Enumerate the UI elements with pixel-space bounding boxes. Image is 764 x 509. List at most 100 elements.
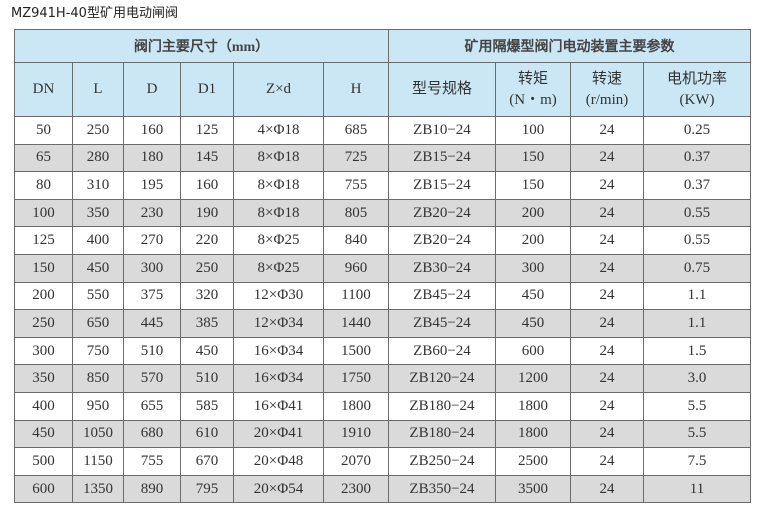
- table-cell: 1.5: [643, 336, 751, 366]
- table-row: 300 750 510 450 16×Φ34 1500 ZB60−24 600 24 1.5: [14, 336, 751, 366]
- table-cell: 8×Φ25: [233, 226, 324, 255]
- table-cell: 2070: [323, 447, 389, 476]
- table-cell: 8×Φ18: [233, 143, 324, 173]
- table-row: 65 280 180 145 8×Φ18 725 ZB15−24 150 24 0.37: [14, 143, 751, 173]
- table-cell: 200: [14, 281, 73, 311]
- column-label: DN: [32, 81, 55, 97]
- table-cell: 16×Φ41: [233, 391, 324, 421]
- table-cell: 300: [495, 253, 571, 283]
- table-cell: 1.1: [643, 281, 751, 311]
- table-cell: ZB45−24: [388, 281, 496, 311]
- table-cell: 24: [570, 419, 644, 449]
- table-cell: ZB20−24: [388, 226, 496, 255]
- table-cell: 585: [180, 391, 234, 421]
- table-cell: 11: [643, 474, 751, 504]
- table-row: 100 350 230 190 8×Φ18 805 ZB20−24 200 24 0.55: [14, 198, 751, 228]
- table-cell: 570: [123, 364, 181, 393]
- table-cell: 220: [180, 226, 234, 255]
- table-cell: 3500: [495, 474, 571, 504]
- column-header: 电机功率 (KW): [643, 62, 751, 117]
- table-cell: 600: [14, 474, 73, 504]
- table-cell: 450: [180, 336, 234, 366]
- table-cell: 655: [123, 391, 181, 421]
- table-cell: 20×Φ41: [233, 419, 324, 449]
- table-cell: 190: [180, 198, 234, 228]
- table-cell: 1750: [323, 364, 389, 393]
- table-cell: ZB180−24: [388, 391, 496, 421]
- table-cell: 20×Φ54: [233, 474, 324, 504]
- table-cell: ZB15−24: [388, 143, 496, 173]
- table-cell: 24: [570, 309, 644, 338]
- table-cell: ZB20−24: [388, 198, 496, 228]
- table-cell: 8×Φ18: [233, 198, 324, 228]
- table-cell: 150: [495, 171, 571, 200]
- table-cell: 200: [495, 198, 571, 228]
- table-cell: 4×Φ18: [233, 116, 324, 145]
- column-header: D1: [180, 62, 234, 117]
- table-cell: 1.1: [643, 309, 751, 338]
- table-cell: 1350: [72, 474, 124, 504]
- table-cell: 680: [123, 419, 181, 449]
- table-cell: 350: [72, 198, 124, 228]
- table-cell: 610: [180, 419, 234, 449]
- table-cell: 24: [570, 474, 644, 504]
- table-cell: 755: [123, 447, 181, 476]
- table-row: 250 650 445 385 12×Φ34 1440 ZB45−24 450 24 1.1: [14, 309, 751, 338]
- column-label: 电机功率: [666, 70, 727, 87]
- table-cell: 400: [14, 391, 73, 421]
- table-row: 200 550 375 320 12×Φ30 1100 ZB45−24 450 24 1.1: [14, 281, 751, 311]
- table-cell: 2500: [495, 447, 571, 476]
- table-cell: 2300: [323, 474, 389, 504]
- table-cell: ZB350−24: [388, 474, 496, 504]
- table-cell: 350: [14, 364, 73, 393]
- table-cell: 270: [123, 226, 181, 255]
- table-cell: 3.0: [643, 364, 751, 393]
- table-cell: 300: [123, 253, 181, 283]
- table-cell: 510: [123, 336, 181, 366]
- table-cell: 450: [495, 309, 571, 338]
- table-row: 50 250 160 125 4×Φ18 685 ZB10−24 100 24 0.25: [14, 116, 751, 145]
- table-cell: 500: [14, 447, 73, 476]
- table-cell: 250: [180, 253, 234, 283]
- group-header-actuator-params: 矿用隔爆型阀门电动装置主要参数: [388, 29, 751, 63]
- table-cell: 725: [323, 143, 389, 173]
- table-cell: 7.5: [643, 447, 751, 476]
- table-cell: 0.75: [643, 253, 751, 283]
- table-cell: 1800: [323, 391, 389, 421]
- table-cell: 385: [180, 309, 234, 338]
- table-cell: 600: [495, 336, 571, 366]
- table-cell: 24: [570, 281, 644, 311]
- table-cell: 145: [180, 143, 234, 173]
- table-cell: 12×Φ34: [233, 309, 324, 338]
- table-cell: 0.37: [643, 143, 751, 173]
- table-row: 150 450 300 250 8×Φ25 960 ZB30−24 300 24 0.75: [14, 253, 751, 283]
- table-cell: 160: [123, 116, 181, 145]
- table-cell: ZB30−24: [388, 253, 496, 283]
- table-cell: 1100: [323, 281, 389, 311]
- table-cell: 950: [72, 391, 124, 421]
- table-cell: 1800: [495, 419, 571, 449]
- table-row: 400 950 655 585 16×Φ41 1800 ZB180−24 1800 24 5.5: [14, 391, 751, 421]
- table-cell: 1440: [323, 309, 389, 338]
- table-cell: 750: [72, 336, 124, 366]
- table-cell: 850: [72, 364, 124, 393]
- group-header-valve-dimensions: 阀门主要尺寸（mm）: [14, 29, 389, 63]
- table-cell: 0.37: [643, 171, 751, 200]
- table-cell: 310: [72, 171, 124, 200]
- table-cell: 150: [14, 253, 73, 283]
- table-cell: 16×Φ34: [233, 364, 324, 393]
- table-cell: 24: [570, 143, 644, 173]
- table-cell: 400: [72, 226, 124, 255]
- table-cell: 250: [72, 116, 124, 145]
- table-cell: 24: [570, 391, 644, 421]
- table-cell: ZB120−24: [388, 364, 496, 393]
- column-header: D: [123, 62, 181, 117]
- table-cell: 24: [570, 447, 644, 476]
- table-cell: 890: [123, 474, 181, 504]
- column-header: 转速 (r/min): [570, 62, 644, 117]
- table-cell: 200: [495, 226, 571, 255]
- column-label: L: [93, 81, 103, 97]
- table-cell: 5.5: [643, 419, 751, 449]
- table-cell: 670: [180, 447, 234, 476]
- table-cell: 24: [570, 364, 644, 393]
